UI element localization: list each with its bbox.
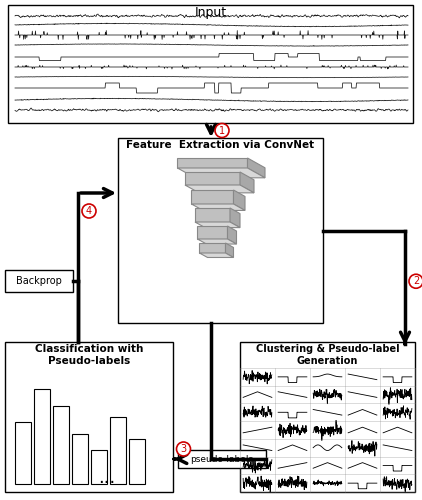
Polygon shape (192, 190, 233, 204)
Polygon shape (200, 253, 233, 258)
Bar (5, 342, 173, 492)
Polygon shape (227, 226, 236, 244)
Polygon shape (185, 185, 254, 193)
Bar (72, 434, 88, 484)
Polygon shape (247, 158, 265, 178)
Text: Input: Input (195, 6, 227, 19)
Bar (53, 406, 69, 484)
Polygon shape (197, 239, 236, 244)
Polygon shape (185, 172, 240, 185)
Text: 4: 4 (86, 206, 92, 216)
Circle shape (176, 442, 190, 456)
Circle shape (409, 274, 422, 288)
Polygon shape (233, 190, 245, 210)
Bar (15, 422, 31, 484)
Polygon shape (200, 243, 225, 253)
Text: 1: 1 (219, 126, 225, 136)
Bar (178, 450, 266, 468)
Polygon shape (230, 208, 240, 228)
Polygon shape (197, 226, 227, 239)
Circle shape (82, 204, 96, 218)
Text: Classification with
Pseudo-labels: Classification with Pseudo-labels (35, 344, 143, 366)
Bar (5, 270, 73, 292)
Bar (118, 138, 323, 323)
Circle shape (215, 124, 229, 138)
Text: Backprop: Backprop (16, 276, 62, 286)
Polygon shape (195, 208, 230, 222)
Bar (240, 342, 415, 492)
Polygon shape (195, 222, 240, 228)
Polygon shape (178, 158, 247, 168)
Bar (8, 5, 413, 123)
Text: 2: 2 (413, 276, 419, 286)
Polygon shape (192, 204, 245, 210)
Text: Feature  Extraction via ConvNet: Feature Extraction via ConvNet (127, 140, 314, 150)
Bar (91, 450, 107, 484)
Bar (110, 417, 126, 484)
Bar (129, 439, 145, 484)
Text: ...: ... (98, 469, 116, 487)
Text: 3: 3 (181, 444, 187, 454)
Text: pseudo-labels: pseudo-labels (190, 454, 254, 464)
Polygon shape (178, 168, 265, 178)
Bar (34, 389, 50, 484)
Polygon shape (225, 243, 233, 258)
Polygon shape (240, 172, 254, 193)
Text: Clustering & Pseudo-label
Generation: Clustering & Pseudo-label Generation (256, 344, 399, 366)
